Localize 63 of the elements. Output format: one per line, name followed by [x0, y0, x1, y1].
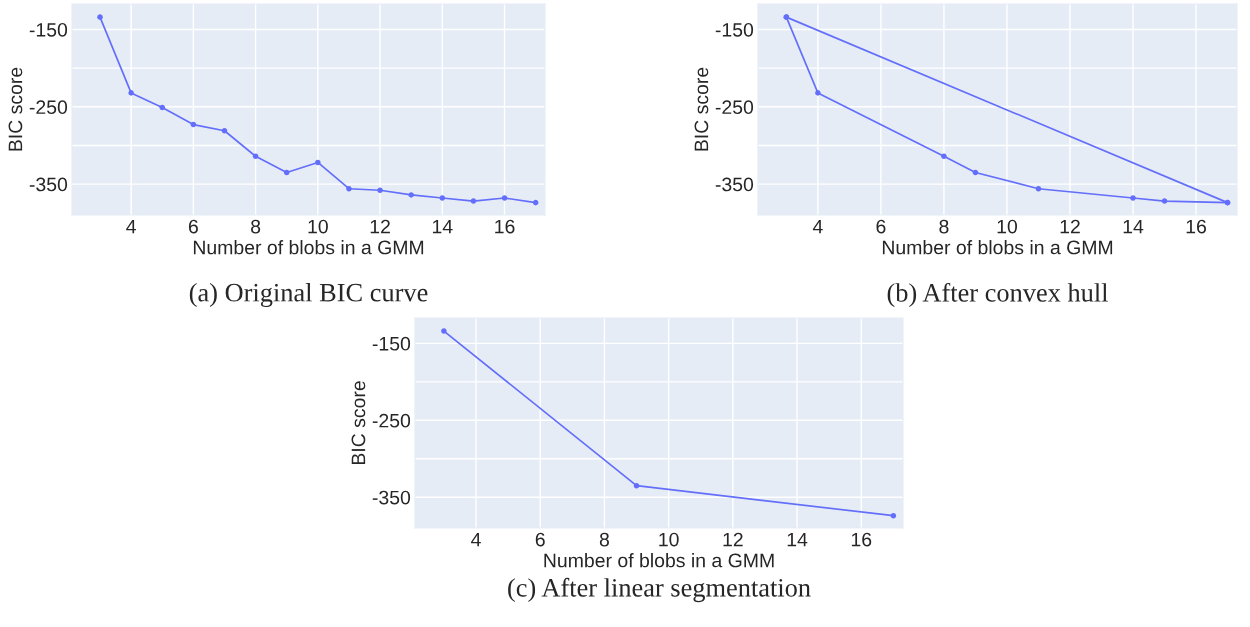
x-tick-label: 14: [787, 532, 808, 547]
point: [377, 187, 383, 194]
point: [439, 195, 446, 201]
x-tick-label: 10: [308, 219, 328, 234]
x-axis-title: Number of blobs in a GMM: [193, 240, 424, 255]
point: [159, 104, 166, 111]
y-tick-label: -350: [372, 490, 411, 505]
x-tick-label: 8: [599, 532, 609, 547]
x-tick-label: 4: [812, 219, 823, 234]
x-tick-label: 14: [1123, 219, 1144, 234]
y-axis-title: BIC score: [8, 67, 23, 151]
point: [221, 127, 228, 134]
x-tick-label: 4: [471, 532, 481, 547]
point: [1035, 185, 1042, 192]
x-axis-title: Number of blobs in a GMM: [882, 240, 1113, 255]
y-tick-label: -250: [29, 100, 68, 115]
point: [252, 153, 259, 160]
y-tick-label: -350: [715, 177, 754, 192]
point: [283, 169, 290, 176]
point: [633, 482, 640, 489]
x-tick-label: 6: [876, 219, 886, 234]
y-axis-title: BIC score: [694, 67, 709, 151]
point: [1130, 195, 1136, 201]
point: [190, 121, 197, 128]
point: [470, 198, 477, 204]
point: [128, 90, 134, 96]
point: [890, 512, 897, 519]
x-tick-label: 12: [723, 532, 743, 547]
x-tick-label: 6: [535, 532, 545, 547]
point: [346, 185, 352, 192]
x-tick-label: 10: [659, 532, 679, 547]
point: [97, 14, 103, 20]
x-tick-label: 14: [432, 219, 453, 234]
x-tick-label: 16: [495, 219, 515, 234]
x-tick-label: 8: [251, 219, 261, 234]
x-tick-label: 8: [939, 219, 949, 234]
point: [501, 195, 508, 201]
point: [1161, 198, 1168, 204]
x-tick-label: 12: [1060, 219, 1080, 234]
x-tick-label: 16: [1186, 219, 1206, 234]
y-tick-label: -150: [29, 22, 68, 37]
point: [941, 153, 947, 160]
text: (c) After linear segmentation: [508, 577, 811, 603]
y-axis-title: BIC score: [351, 381, 366, 465]
x-axis-title: Number of blobs in a GMM: [544, 553, 774, 568]
y-tick-label: -150: [715, 22, 754, 37]
point: [408, 192, 414, 198]
x-tick-label: 4: [126, 219, 136, 234]
x-tick-label: 10: [997, 219, 1018, 234]
text: (a) Original BIC curve: [189, 283, 428, 307]
point: [315, 159, 321, 166]
x-tick-label: 6: [188, 219, 198, 234]
y-tick-label: -250: [715, 100, 754, 115]
point: [815, 90, 821, 96]
y-tick-label: -150: [372, 336, 411, 351]
y-tick-label: -250: [372, 413, 411, 428]
point: [441, 328, 447, 334]
x-tick-label: 16: [851, 532, 872, 547]
x-tick-label: 12: [370, 219, 390, 234]
point: [532, 199, 539, 206]
text: (b) After convex hull: [887, 282, 1108, 308]
point: [972, 169, 979, 176]
y-tick-label: -350: [29, 177, 68, 192]
